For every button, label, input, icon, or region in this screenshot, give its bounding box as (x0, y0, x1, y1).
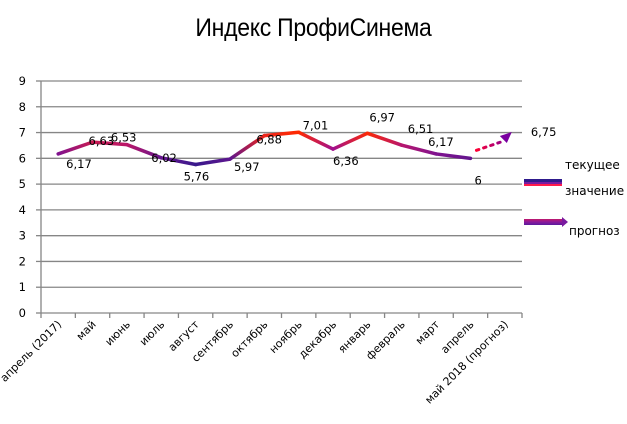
series-segment-current (434, 152, 473, 161)
legend-swatch-current-bottom (524, 184, 562, 186)
x-tick-label: октябрь (228, 318, 270, 360)
data-labels: 6,17 6,636,53 6,02 5,76 5,97 6,88 7,01 6,36 6,97… (66, 110, 556, 187)
legend-item-forecast: прогноз (524, 217, 620, 238)
y-tick-label: 3 (19, 229, 26, 243)
legend-label-forecast: прогноз (569, 224, 620, 238)
legend-swatch-forecast (524, 219, 562, 225)
legend-item-current: текущее значение (524, 158, 624, 198)
forecast-arrowhead-icon (499, 132, 512, 143)
legend-swatch-current (524, 179, 562, 182)
data-label: 6,88 (256, 133, 282, 147)
series-segment-current (296, 130, 335, 151)
x-tick-label: июль (137, 318, 167, 348)
data-label: 6,97 (369, 110, 395, 124)
y-tick-label: 9 (19, 74, 26, 88)
data-label: 7,01 (303, 118, 329, 132)
data-label: 6,51 (408, 122, 434, 136)
y-tick-label: 0 (19, 306, 26, 320)
x-tick-label: апрель (2017) (0, 318, 64, 385)
data-label: 5,76 (184, 170, 210, 184)
axes (40, 81, 522, 314)
data-label: 5,97 (234, 160, 260, 174)
x-axis-ticks: апрель (2017) май июнь июльавгустсентябрьок… (0, 313, 523, 406)
data-label: 6,17 (428, 135, 454, 149)
series-lines (56, 130, 512, 167)
data-label: 6,17 (66, 157, 92, 171)
y-tick-label: 6 (19, 151, 26, 165)
series-segment-current (159, 156, 198, 167)
y-tick-label: 7 (19, 126, 26, 140)
series-forecast-line (474, 139, 506, 152)
legend-label-current-1: текущее (565, 158, 620, 172)
data-label: 6,02 (151, 151, 177, 165)
x-tick-label: июнь (103, 318, 133, 348)
y-tick-label: 1 (19, 280, 26, 294)
y-tick-label: 8 (19, 100, 26, 114)
series-segment-current (125, 142, 163, 160)
legend-label-current-2: значение (565, 184, 624, 198)
series-segment-current (331, 131, 370, 151)
x-tick-label: май (74, 318, 99, 343)
data-label: 6,53 (111, 131, 137, 145)
data-label: 6,63 (89, 134, 115, 148)
legend-swatch-current-mid (524, 182, 562, 184)
series-segment-current (365, 131, 404, 147)
series-segment-current (400, 143, 438, 156)
series-segment-current (228, 133, 267, 161)
x-tick-label: декабрь (296, 318, 339, 361)
data-label: 6,36 (333, 154, 359, 168)
x-tick-label: март (413, 318, 443, 348)
arrow-icon (562, 217, 568, 227)
data-label-forecast: 6,75 (531, 125, 557, 139)
series-segment-current (193, 157, 232, 167)
series-segment-current (262, 130, 301, 138)
y-tick-label: 4 (19, 203, 26, 217)
series-segment-current (90, 140, 129, 147)
gridlines (41, 80, 522, 288)
legend: текущее значение прогноз (524, 158, 624, 238)
y-tick-label: 5 (19, 177, 26, 191)
series-segment-current (56, 140, 95, 156)
y-axis-ticks: 0 1 2 3 4 5 6 7 8 9 (19, 74, 41, 320)
chart-title: Индекс ПрофиСинема (195, 14, 432, 42)
data-label: 6 (474, 173, 481, 187)
y-tick-label: 2 (19, 254, 26, 268)
